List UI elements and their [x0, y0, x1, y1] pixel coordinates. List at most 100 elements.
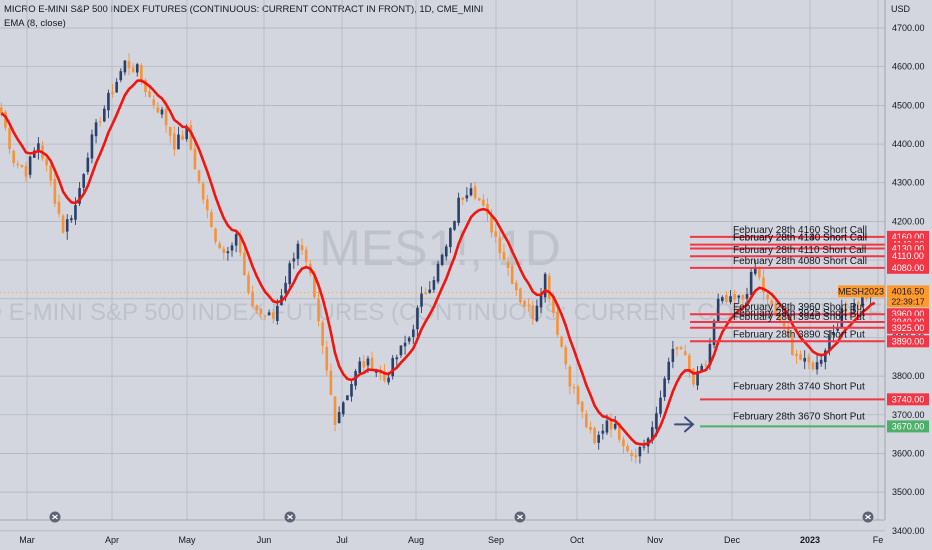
candle-body [502, 252, 506, 261]
candle-body [498, 237, 502, 254]
strike-label-4140: February 28th 4140 Short Call [733, 233, 867, 244]
candle-body [465, 195, 469, 199]
candle-body [832, 332, 835, 336]
candle [535, 299, 539, 323]
x-tick-label: Nov [647, 535, 664, 545]
candle-body [193, 148, 197, 170]
strike-label-3740: February 28th 3740 Short Put [733, 381, 865, 392]
candle-body [329, 370, 333, 395]
candle [807, 353, 811, 370]
candle-body [477, 198, 481, 201]
candle-body [696, 371, 699, 386]
candle-body [778, 314, 782, 323]
candle [519, 287, 522, 305]
candle [741, 294, 745, 308]
candle-body [78, 188, 81, 204]
candle-body [828, 337, 831, 351]
strike-badge-text: 4110.00 [892, 251, 924, 261]
candle [704, 360, 708, 368]
candle-body [4, 111, 7, 128]
candle [28, 155, 32, 179]
candle [403, 335, 407, 355]
candle-body [218, 243, 221, 249]
candle [127, 52, 131, 76]
candle-body [292, 258, 296, 262]
candle [259, 308, 263, 318]
strike-badge-3925: 3925.00 [887, 321, 929, 334]
candle [791, 332, 794, 356]
candle [317, 290, 320, 327]
candle [469, 182, 473, 197]
candle [795, 349, 798, 365]
candle [716, 293, 720, 323]
candle-body [568, 366, 572, 387]
candle-body [37, 143, 40, 153]
candle-body [515, 282, 518, 291]
candle-body [230, 245, 234, 251]
candle [358, 357, 362, 374]
candle [197, 169, 201, 185]
event-marker-glyph [287, 514, 293, 520]
candle [193, 142, 197, 170]
candle-body [65, 219, 69, 232]
strike-badge-bg [887, 321, 929, 334]
candle-body [160, 109, 164, 115]
candle-body [234, 234, 238, 246]
candle [539, 288, 543, 314]
watermark-symbol: MES1!, 1D [319, 220, 561, 276]
candle [856, 299, 860, 312]
candle [230, 242, 234, 257]
strike-badge-4080: 4080.00 [887, 261, 929, 274]
candle [803, 350, 806, 370]
candle [173, 126, 176, 156]
candle [523, 299, 526, 308]
candle-body [758, 267, 761, 278]
x-tick-label: Jun [257, 535, 272, 545]
candle [210, 209, 213, 228]
candle-body [622, 439, 625, 447]
candle [762, 269, 765, 301]
candle [304, 246, 308, 268]
candle [449, 227, 452, 253]
candle-body [671, 348, 675, 362]
candle [160, 106, 164, 119]
candle-body [374, 371, 378, 373]
candle [457, 192, 460, 226]
candle [271, 308, 275, 324]
candle [436, 260, 440, 284]
event-marker-icon[interactable] [49, 511, 61, 523]
candle-body [206, 199, 209, 211]
candle [395, 354, 399, 368]
candle-body [852, 304, 856, 312]
candle-body [148, 91, 151, 98]
candle [123, 60, 127, 76]
event-marker-icon[interactable] [514, 511, 526, 523]
candle-body [457, 197, 460, 223]
candle [65, 214, 69, 240]
indicator-legend[interactable]: EMA (8, close) [4, 18, 66, 29]
strike-badge-bg [887, 393, 929, 406]
candle [329, 363, 333, 396]
candle-body [766, 294, 769, 300]
candle-body [655, 413, 658, 430]
candle [564, 344, 568, 370]
strike-label-3925: February 28th 3925 Short Put [733, 308, 865, 319]
candle-body [247, 274, 250, 293]
y-tick-label: 3400.00 [892, 526, 925, 536]
candle-body [585, 413, 588, 428]
candle-body [222, 248, 226, 253]
candle-body [341, 402, 345, 415]
event-marker-icon[interactable] [284, 511, 296, 523]
candle-body [383, 371, 386, 381]
candle-body [168, 126, 172, 136]
candle [799, 350, 802, 361]
event-marker-icon[interactable] [862, 511, 874, 523]
strike-label-3960: February 28th 3960 Short Put [733, 302, 865, 313]
candle [638, 445, 642, 464]
candle-body [560, 336, 563, 347]
candle [288, 260, 291, 288]
candle [556, 308, 559, 338]
candle-body [461, 197, 465, 200]
